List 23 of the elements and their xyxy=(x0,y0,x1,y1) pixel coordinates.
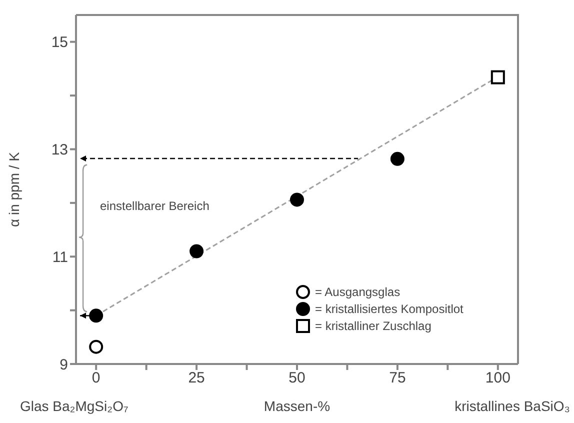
point xyxy=(89,308,104,323)
text: kristallines BaSiO₃ xyxy=(454,398,570,414)
legend-label: = kristallisiertes Kompositlot xyxy=(315,302,464,316)
x-tick-label: 75 xyxy=(389,370,406,387)
point xyxy=(190,244,204,258)
x-tick-label: 25 xyxy=(188,370,205,387)
point xyxy=(490,70,505,84)
x-tick-label: 0 xyxy=(92,370,100,387)
x-tick-label: 50 xyxy=(288,370,306,387)
x-tick-label: 100 xyxy=(485,370,510,387)
annotation: einstellbarer Bereich xyxy=(100,199,210,213)
y-tick-label: 13 xyxy=(51,142,68,159)
point xyxy=(390,152,404,166)
x-axis-title: Massen-% xyxy=(264,398,330,414)
y-tick-label: 15 xyxy=(51,34,68,52)
point xyxy=(89,340,104,354)
y-axis-title: α in ppm / K xyxy=(6,151,22,228)
point xyxy=(290,192,304,207)
text: Glas Ba₂MgSi₂O₇ xyxy=(20,398,128,414)
y-tick-label: 9 xyxy=(60,356,68,374)
legend-label: = Ausgangsglas xyxy=(315,284,400,298)
legend-label: = kristalliner Zuschlag xyxy=(315,318,432,332)
y-tick-label: 11 xyxy=(52,248,68,266)
